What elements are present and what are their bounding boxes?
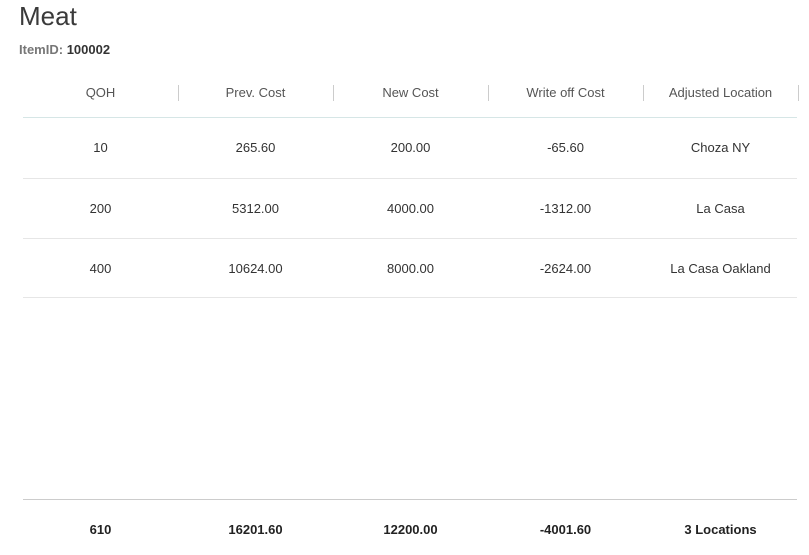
- column-header[interactable]: QOH: [85, 85, 116, 100]
- column-header[interactable]: Write off Cost: [526, 85, 605, 100]
- item-id-row: ItemID: 100002: [19, 42, 110, 57]
- column-separator: [643, 85, 644, 101]
- cell: 10: [93, 140, 108, 155]
- row-rule: [23, 178, 797, 179]
- total-cell: -4001.60: [539, 522, 592, 537]
- total-cell: 3 Locations: [684, 522, 757, 537]
- total-cell: 12200.00: [383, 522, 438, 537]
- cell: 200: [89, 201, 112, 216]
- cell: -65.60: [547, 140, 584, 155]
- footer-rule: [23, 499, 797, 500]
- cell: La Casa Oakland: [670, 261, 771, 276]
- item-id-label: ItemID:: [19, 42, 64, 57]
- cell: 5312.00: [232, 201, 279, 216]
- column-separator: [178, 85, 179, 101]
- total-cell: 16201.60: [228, 522, 283, 537]
- column-separator: [488, 85, 489, 101]
- column-header[interactable]: New Cost: [382, 85, 439, 100]
- cell: 400: [89, 261, 112, 276]
- cell: -2624.00: [539, 261, 592, 276]
- cell: 10624.00: [228, 261, 283, 276]
- column-header[interactable]: Adjusted Location: [668, 85, 773, 100]
- column-separator: [333, 85, 334, 101]
- title: Meat: [19, 1, 77, 31]
- column-separator: [798, 85, 799, 101]
- total-cell: 610: [89, 522, 112, 537]
- item-id: 100002: [66, 42, 111, 57]
- cell: 200.00: [390, 140, 431, 155]
- cell: 4000.00: [387, 201, 434, 216]
- cell: Choza NY: [690, 140, 751, 155]
- cell: 8000.00: [387, 261, 434, 276]
- cell: 265.60: [235, 140, 276, 155]
- row-rule: [23, 238, 797, 239]
- row-rule: [23, 297, 797, 298]
- cell: La Casa: [696, 201, 745, 216]
- column-header[interactable]: Prev. Cost: [225, 85, 286, 100]
- cell: -1312.00: [539, 201, 592, 216]
- header-rule: [23, 117, 797, 118]
